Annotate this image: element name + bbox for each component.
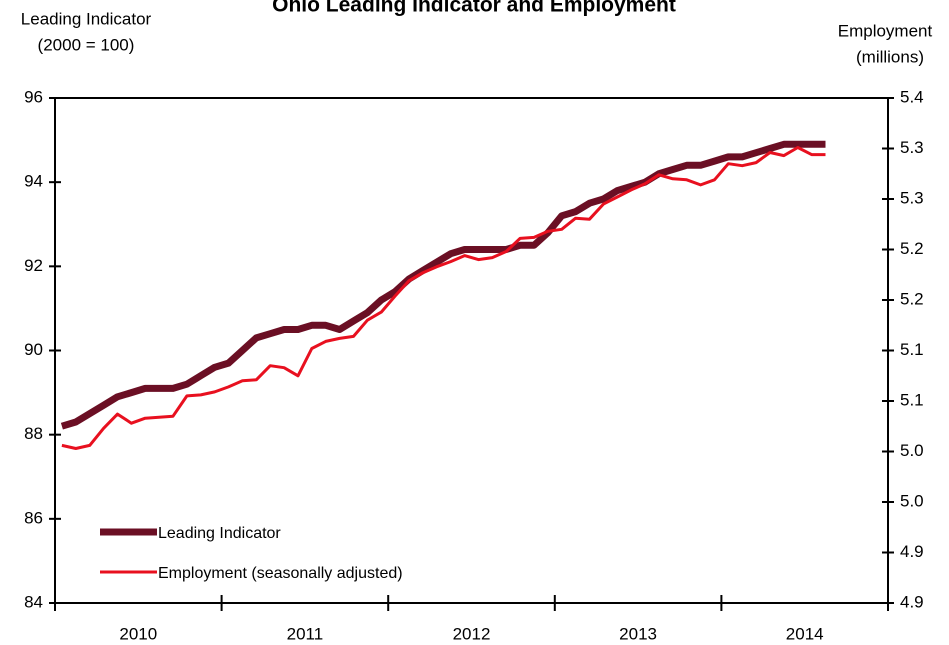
- y2-tick-label: 5.1: [900, 340, 924, 359]
- y-tick-label: 96: [24, 87, 43, 106]
- y2-tick-label: 4.9: [900, 592, 924, 611]
- y2-tick-label: 5.2: [900, 239, 924, 258]
- y2-axis-title: Employment: [838, 21, 933, 40]
- y2-axis-title: (millions): [856, 47, 924, 66]
- y2-tick-label: 5.0: [900, 441, 924, 460]
- y-tick-label: 86: [24, 508, 43, 527]
- x-tick-label: 2010: [119, 624, 157, 643]
- legend-label: Leading Indicator: [158, 525, 281, 542]
- x-tick-label: 2012: [453, 624, 491, 643]
- y-tick-label: 88: [24, 424, 43, 443]
- y2-tick-label: 5.1: [900, 390, 924, 409]
- y-tick-label: 92: [24, 256, 43, 275]
- y-axis-title: Leading Indicator: [21, 9, 152, 28]
- y-axis-title: (2000 = 100): [38, 35, 135, 54]
- x-tick-label: 2011: [287, 624, 324, 643]
- series-line: [61, 146, 826, 450]
- x-tick-label: 2013: [619, 624, 657, 643]
- chart-title: Ohio Leading Indicator and Employment: [272, 0, 676, 17]
- y2-tick-label: 5.3: [900, 138, 924, 157]
- y2-tick-label: 5.0: [900, 491, 924, 510]
- x-tick-label: 2014: [786, 624, 824, 643]
- y2-tick-label: 5.3: [900, 188, 924, 207]
- y-tick-label: 84: [24, 592, 43, 611]
- y2-tick-label: 5.4: [900, 87, 924, 106]
- y-tick-label: 94: [24, 172, 43, 191]
- y2-tick-label: 4.9: [900, 542, 924, 561]
- y2-tick-label: 5.2: [900, 289, 924, 308]
- legend-label: Employment (seasonally adjusted): [158, 565, 403, 582]
- y-tick-label: 90: [24, 340, 43, 359]
- series-line: [60, 140, 826, 430]
